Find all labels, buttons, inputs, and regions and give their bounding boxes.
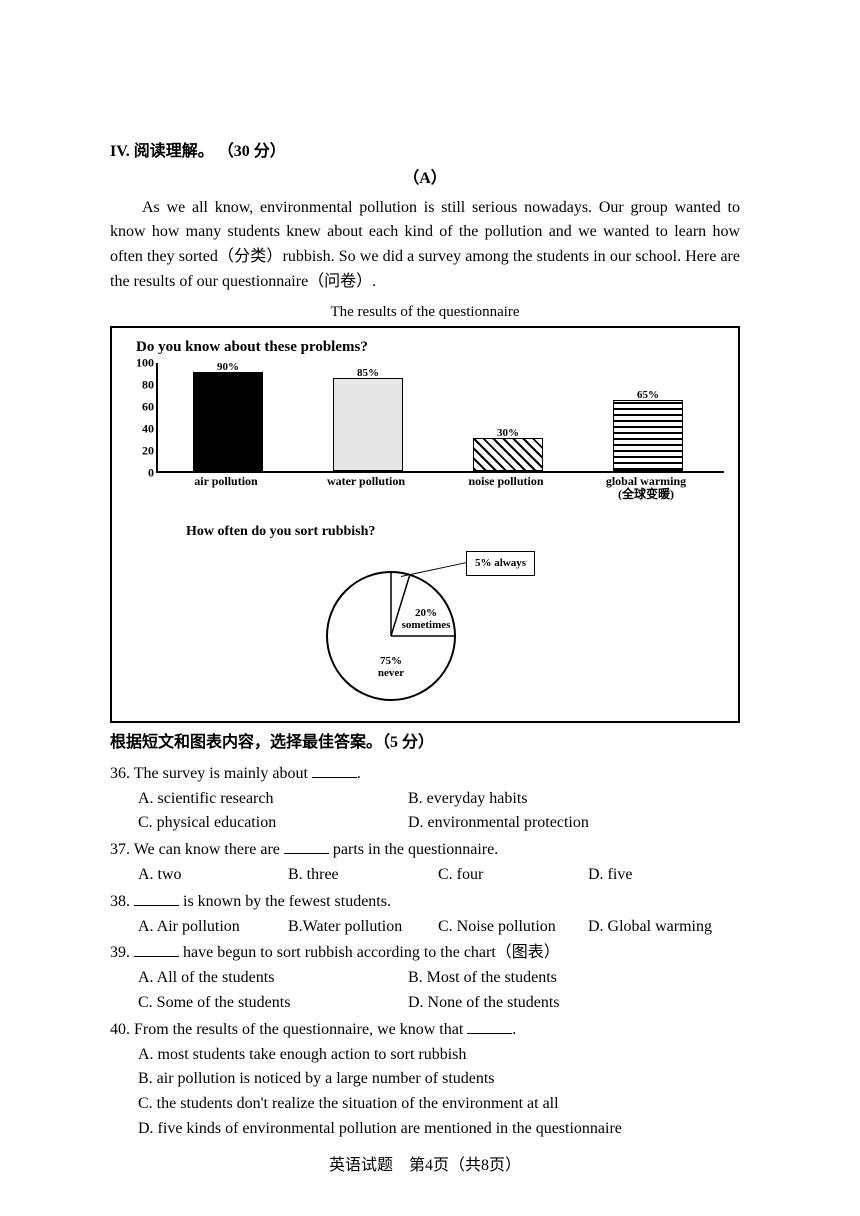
x-axis-label: global warming(全球变暖) <box>601 475 691 501</box>
bar-value-label: 85% <box>334 365 402 382</box>
question-text: 37. We can know there are parts in the q… <box>110 838 740 863</box>
passage-text: As we all know, environmental pollution … <box>110 196 740 295</box>
option[interactable]: C. physical education <box>138 811 408 836</box>
pie-chart: 20%sometimes 75%never 5% always <box>126 551 724 711</box>
option[interactable]: D. Global warming <box>588 915 712 940</box>
x-labels: air pollution water pollution noise pollut… <box>156 475 724 505</box>
bar: 65% <box>613 400 683 472</box>
option[interactable]: D. five <box>588 863 632 888</box>
questions: 36. The survey is mainly about .A. scien… <box>110 762 740 1142</box>
option[interactable]: C. Noise pollution <box>438 915 588 940</box>
y-tick: 100 <box>136 354 154 373</box>
footer-right: 第4页（共8页） <box>409 1157 521 1174</box>
question: 40. From the results of the questionnair… <box>110 1018 740 1142</box>
bar-value-label: 30% <box>474 425 542 442</box>
y-tick: 60 <box>142 398 154 417</box>
chart-frame: Do you know about these problems? 0 20 40 6… <box>110 326 740 723</box>
options: A. Air pollutionB.Water pollutionC. Nois… <box>110 915 740 940</box>
question: 39. have begun to sort rubbish according… <box>110 941 740 1015</box>
section-points: （30 分） <box>218 143 286 160</box>
option[interactable]: B. everyday habits <box>408 787 528 812</box>
x-axis-label: water pollution <box>321 475 411 488</box>
options: A. All of the studentsB. Most of the stu… <box>110 966 740 1016</box>
page-footer: 英语试题第4页（共8页） <box>110 1154 740 1179</box>
options: A. scientific researchB. everyday habits… <box>110 787 740 837</box>
question: 38. is known by the fewest students.A. A… <box>110 890 740 940</box>
options: A. twoB. threeC. fourD. five <box>110 863 740 888</box>
option[interactable]: D. None of the students <box>408 991 560 1016</box>
option[interactable]: D. environmental protection <box>408 811 589 836</box>
y-tick: 40 <box>142 420 154 439</box>
x-axis-label: noise pollution <box>461 475 551 488</box>
question: 37. We can know there are parts in the q… <box>110 838 740 888</box>
question-text: 40. From the results of the questionnair… <box>110 1018 740 1043</box>
option[interactable]: D. five kinds of environmental pollution… <box>138 1117 740 1142</box>
passage-letter: （A） <box>110 167 740 192</box>
pie-chart-title: How often do you sort rubbish? <box>186 521 724 543</box>
option[interactable]: A. scientific research <box>138 787 408 812</box>
chart-title: The results of the questionnaire <box>110 301 740 324</box>
section-number: IV. <box>110 143 130 160</box>
y-axis: 020406080100 <box>126 363 156 473</box>
bar-value-label: 65% <box>614 387 682 404</box>
option[interactable]: B. air pollution is noticed by a large n… <box>138 1067 740 1092</box>
bar-value-label: 90% <box>194 359 262 376</box>
bar-chart: 020406080100 90%85%30%65% air pollutionw… <box>126 363 724 493</box>
pie-label-sometimes: 20%sometimes <box>398 607 454 631</box>
pie-label-never: 75%never <box>366 655 416 679</box>
y-tick: 80 <box>142 376 154 395</box>
option[interactable]: C. the students don't realize the situat… <box>138 1092 740 1117</box>
option[interactable]: A. two <box>138 863 288 888</box>
footer-left: 英语试题 <box>329 1157 393 1174</box>
question: 36. The survey is mainly about .A. scien… <box>110 762 740 836</box>
bar-chart-title: Do you know about these problems? <box>136 336 724 359</box>
bar-plot: 90% 85% 30% 65% <box>156 363 724 473</box>
x-axis-label: air pollution <box>181 475 271 488</box>
option[interactable]: C. Some of the students <box>138 991 408 1016</box>
section-title-text: 阅读理解。 <box>134 143 214 160</box>
y-tick: 0 <box>148 464 154 483</box>
bar: 90% <box>193 372 263 471</box>
bar: 85% <box>333 378 403 472</box>
option[interactable]: C. four <box>438 863 588 888</box>
y-tick: 20 <box>142 442 154 461</box>
option[interactable]: B.Water pollution <box>288 915 438 940</box>
instruction: 根据短文和图表内容，选择最佳答案。（5 分） <box>110 731 740 756</box>
option[interactable]: B. three <box>288 863 438 888</box>
question-text: 36. The survey is mainly about . <box>110 762 740 787</box>
pie-callout-always: 5% always <box>466 551 535 576</box>
question-text: 39. have begun to sort rubbish according… <box>110 941 740 966</box>
option[interactable]: B. Most of the students <box>408 966 557 991</box>
option[interactable]: A. most students take enough action to s… <box>138 1043 740 1068</box>
bar: 30% <box>473 438 543 471</box>
options: A. most students take enough action to s… <box>110 1043 740 1142</box>
option[interactable]: A. All of the students <box>138 966 408 991</box>
question-text: 38. is known by the fewest students. <box>110 890 740 915</box>
section-header: IV. 阅读理解。 （30 分） <box>110 140 740 165</box>
pie: 20%sometimes 75%never <box>326 571 456 701</box>
option[interactable]: A. Air pollution <box>138 915 288 940</box>
